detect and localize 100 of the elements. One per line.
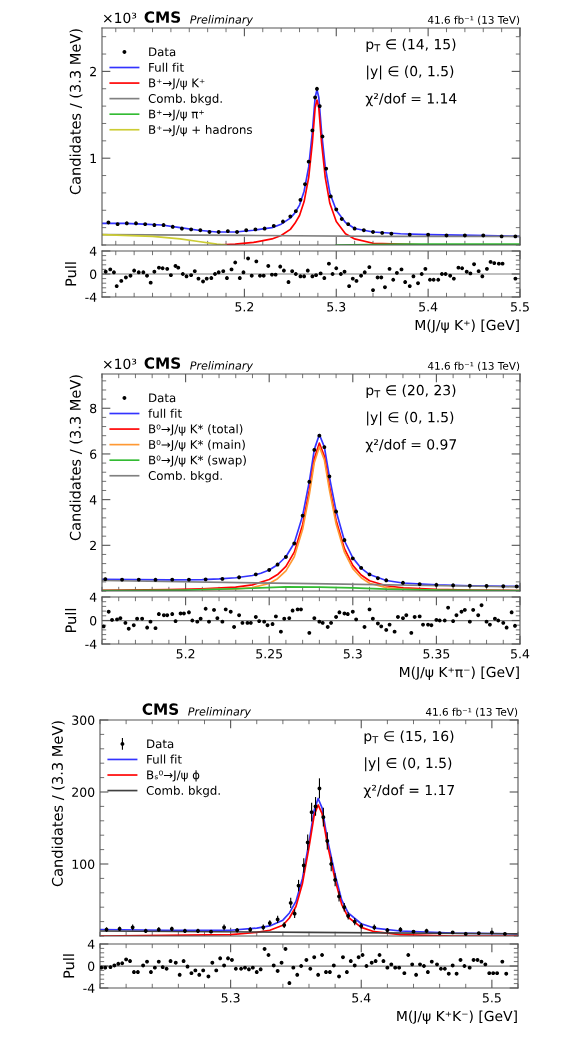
point	[317, 786, 322, 791]
point	[317, 433, 322, 438]
point	[407, 232, 412, 237]
x-tick-label: 5.25	[256, 649, 283, 659]
x-tick-label: 5.2	[235, 302, 254, 312]
point	[253, 572, 258, 577]
point	[322, 445, 327, 450]
y-tick-label: 1	[90, 153, 96, 163]
point	[467, 583, 472, 588]
legend-label: Full fit	[147, 754, 182, 764]
point	[346, 222, 351, 227]
legend-label: Data	[149, 393, 176, 403]
point	[312, 447, 317, 452]
point	[170, 224, 175, 229]
x-axis-title: M(J/ψ K⁺K⁻) [GeV]	[397, 1010, 517, 1024]
point	[235, 230, 239, 234]
point	[310, 128, 315, 133]
point	[451, 583, 456, 588]
point	[306, 159, 311, 164]
point	[361, 228, 366, 233]
point	[342, 538, 347, 543]
text: 41.6 fb⁻¹ (13 TeV)	[425, 707, 518, 718]
y-tick-label: 0	[90, 615, 97, 626]
y-tick-label: -4	[83, 983, 95, 993]
text: ×10³	[103, 12, 137, 24]
point	[462, 233, 467, 238]
point	[106, 220, 111, 225]
point	[328, 194, 333, 199]
point	[417, 582, 422, 587]
point	[186, 577, 191, 582]
point	[120, 577, 125, 582]
chart-title: CMS	[142, 703, 179, 715]
point	[315, 86, 319, 91]
point	[401, 580, 405, 585]
y-tick-label: 4	[89, 246, 97, 256]
y-axis-title: Candidates / (3.3 MeV)	[69, 29, 83, 195]
point	[220, 576, 225, 581]
point	[134, 221, 138, 226]
point	[225, 229, 230, 234]
point	[305, 840, 310, 845]
legend-label: Comb. bkgd.	[146, 785, 220, 798]
x-axis-title: M(J/ψ K⁺) [GeV]	[415, 319, 519, 333]
point	[161, 223, 166, 227]
annotation: p$_{T}$ ∈ (14, 15)	[366, 38, 456, 53]
x-tick-label: 5.3	[343, 649, 362, 659]
x-tick-label: 5.5	[482, 993, 501, 1003]
legend-label: Comb. bkgd.	[148, 93, 222, 106]
point	[426, 232, 431, 237]
point	[292, 541, 297, 546]
point	[170, 577, 175, 582]
point	[301, 863, 306, 868]
point	[152, 223, 157, 227]
point	[484, 584, 489, 588]
point	[262, 226, 267, 231]
point	[333, 877, 338, 882]
point	[309, 810, 314, 815]
x-tick-label: 5.5	[511, 302, 529, 312]
point	[350, 556, 355, 561]
point	[313, 804, 318, 809]
point	[384, 578, 389, 583]
point	[136, 577, 141, 582]
chart-title: CMS	[144, 11, 181, 23]
point	[499, 234, 504, 239]
y-axis-title: Candidates / (3.3 MeV)	[51, 721, 65, 887]
point	[321, 815, 326, 820]
text: 41.6 fb⁻¹ (13 TeV)	[427, 15, 520, 26]
point	[375, 576, 380, 581]
point	[216, 230, 221, 234]
legend-label: B⁺→J/ψ K⁺	[149, 78, 205, 90]
y-tick-label: 4	[87, 939, 95, 949]
point	[153, 577, 158, 582]
annotation: p$_{T}$ ∈ (15, 16)	[364, 730, 454, 744]
legend-label: full fit	[148, 408, 182, 418]
x-tick-label: 5.4	[419, 302, 438, 312]
y-tick-label: 8	[90, 403, 97, 414]
point	[371, 230, 375, 234]
point	[267, 568, 272, 572]
point	[313, 95, 318, 100]
legend-label: B⁺→J/ψ + hadrons	[149, 124, 252, 137]
point	[325, 839, 330, 843]
point	[283, 555, 288, 559]
annotation: |y| ∈ (0, 1.5)	[367, 65, 454, 80]
point	[329, 862, 334, 866]
point	[253, 227, 258, 232]
x-tick-label: 5.3	[327, 302, 346, 312]
point	[444, 233, 449, 238]
text: ×10³	[103, 358, 137, 370]
point	[124, 221, 129, 226]
point	[103, 577, 108, 582]
point	[337, 894, 341, 899]
point	[513, 234, 518, 239]
annotation: |y| ∈ (0, 1.5)	[367, 411, 454, 426]
y-axis-title: Pull	[65, 608, 77, 633]
y-tick-label: 2	[90, 540, 96, 551]
chart-title: CMS	[144, 357, 181, 369]
legend-label: Comb. bkgd.	[148, 470, 222, 483]
chart-subtitle: Preliminary	[190, 361, 254, 372]
point	[327, 474, 332, 479]
point	[237, 575, 242, 580]
annotation: χ²/dof = 1.14	[365, 92, 457, 107]
